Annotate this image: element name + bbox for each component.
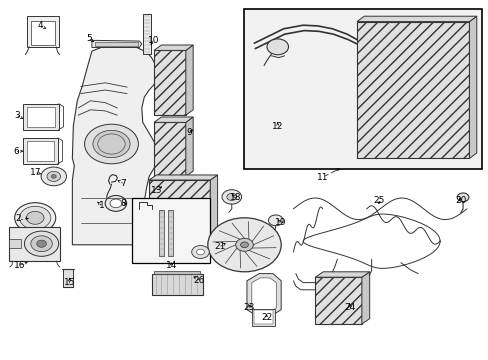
Polygon shape bbox=[31, 21, 55, 45]
Circle shape bbox=[20, 206, 51, 229]
Polygon shape bbox=[72, 45, 157, 245]
Text: 23: 23 bbox=[243, 303, 255, 312]
Circle shape bbox=[191, 246, 209, 258]
Circle shape bbox=[93, 130, 130, 158]
Text: 12: 12 bbox=[271, 122, 283, 131]
Text: 17: 17 bbox=[30, 168, 41, 177]
Polygon shape bbox=[154, 117, 193, 122]
Text: 9: 9 bbox=[186, 128, 192, 136]
Circle shape bbox=[266, 39, 288, 55]
Circle shape bbox=[226, 193, 236, 201]
Text: 15: 15 bbox=[63, 278, 75, 287]
Polygon shape bbox=[210, 175, 217, 245]
Circle shape bbox=[240, 242, 248, 248]
Polygon shape bbox=[154, 50, 185, 115]
Circle shape bbox=[105, 195, 126, 211]
Text: 20: 20 bbox=[454, 197, 466, 205]
Polygon shape bbox=[23, 138, 58, 164]
Polygon shape bbox=[23, 104, 59, 130]
Polygon shape bbox=[356, 16, 476, 22]
Polygon shape bbox=[185, 117, 193, 176]
Circle shape bbox=[24, 231, 59, 256]
Polygon shape bbox=[149, 175, 217, 180]
Polygon shape bbox=[154, 271, 200, 274]
Polygon shape bbox=[246, 274, 281, 315]
Polygon shape bbox=[167, 210, 172, 256]
Text: 24: 24 bbox=[343, 303, 355, 312]
Polygon shape bbox=[143, 14, 150, 54]
Polygon shape bbox=[92, 40, 142, 48]
Circle shape bbox=[26, 211, 44, 224]
Polygon shape bbox=[27, 16, 59, 47]
Polygon shape bbox=[315, 272, 369, 277]
Circle shape bbox=[456, 193, 468, 202]
Circle shape bbox=[222, 190, 241, 204]
Polygon shape bbox=[254, 310, 272, 324]
Circle shape bbox=[51, 175, 56, 178]
Text: 8: 8 bbox=[120, 199, 126, 208]
Polygon shape bbox=[62, 269, 73, 287]
Text: 7: 7 bbox=[120, 179, 126, 188]
Text: 10: 10 bbox=[147, 36, 159, 45]
Circle shape bbox=[207, 218, 281, 272]
Text: 18: 18 bbox=[229, 194, 241, 202]
Polygon shape bbox=[251, 278, 276, 312]
Polygon shape bbox=[132, 198, 210, 263]
Circle shape bbox=[110, 199, 122, 208]
Text: 21: 21 bbox=[214, 242, 225, 251]
Bar bbox=[244, 9, 481, 169]
Text: 19: 19 bbox=[275, 218, 286, 227]
Text: 1: 1 bbox=[99, 202, 104, 210]
Polygon shape bbox=[9, 239, 21, 248]
Polygon shape bbox=[151, 274, 203, 295]
Circle shape bbox=[15, 203, 56, 233]
Circle shape bbox=[31, 236, 52, 252]
Text: 3: 3 bbox=[14, 111, 20, 120]
Text: 4: 4 bbox=[38, 21, 43, 30]
Polygon shape bbox=[27, 141, 54, 161]
Text: 16: 16 bbox=[14, 261, 25, 270]
Polygon shape bbox=[154, 122, 185, 176]
Polygon shape bbox=[185, 45, 193, 115]
Polygon shape bbox=[154, 45, 193, 50]
Polygon shape bbox=[356, 22, 468, 158]
Text: 6: 6 bbox=[13, 147, 19, 156]
Circle shape bbox=[41, 167, 66, 186]
Text: 13: 13 bbox=[150, 186, 162, 194]
Circle shape bbox=[84, 124, 138, 164]
Polygon shape bbox=[315, 277, 361, 324]
Polygon shape bbox=[251, 309, 275, 326]
Circle shape bbox=[235, 238, 253, 251]
Polygon shape bbox=[149, 180, 210, 245]
Text: 22: 22 bbox=[260, 313, 272, 322]
Circle shape bbox=[37, 240, 46, 247]
Polygon shape bbox=[9, 227, 60, 261]
Circle shape bbox=[196, 249, 204, 255]
Circle shape bbox=[47, 171, 61, 181]
Polygon shape bbox=[468, 16, 476, 158]
Circle shape bbox=[268, 215, 283, 226]
Text: 5: 5 bbox=[86, 34, 92, 43]
Polygon shape bbox=[95, 42, 138, 46]
Text: 14: 14 bbox=[165, 261, 177, 270]
Text: 11: 11 bbox=[316, 173, 328, 181]
Polygon shape bbox=[361, 272, 369, 324]
Polygon shape bbox=[27, 107, 55, 127]
Polygon shape bbox=[159, 210, 163, 256]
Text: 26: 26 bbox=[193, 276, 205, 284]
Text: 25: 25 bbox=[372, 197, 384, 205]
Text: 2: 2 bbox=[16, 214, 21, 223]
